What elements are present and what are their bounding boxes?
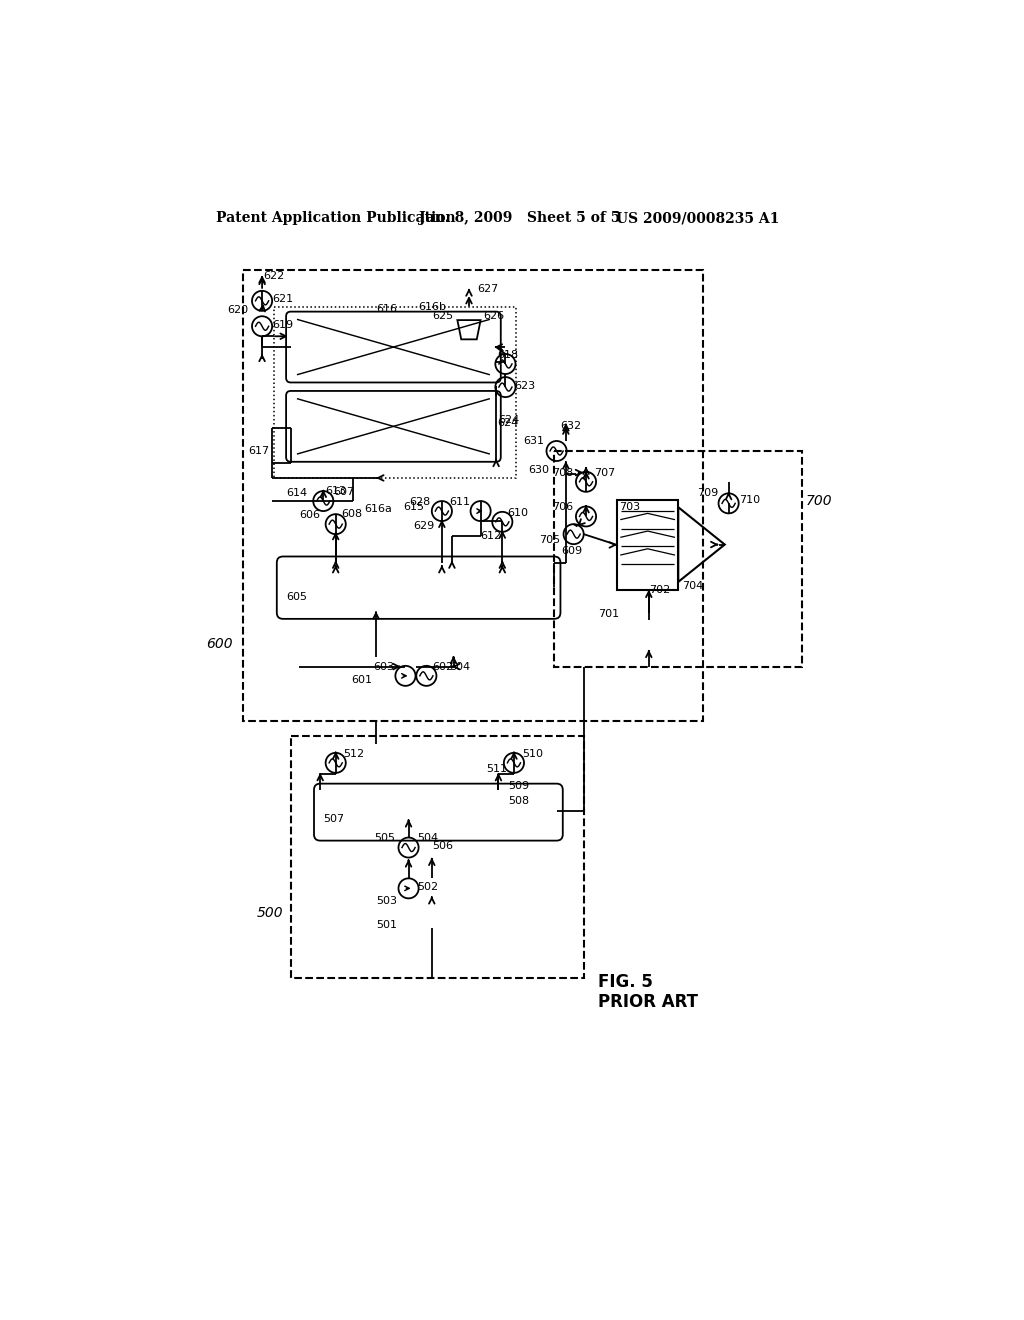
Text: 510: 510 — [521, 748, 543, 759]
Text: 710: 710 — [738, 495, 760, 504]
Text: PRIOR ART: PRIOR ART — [598, 993, 698, 1011]
Text: 627: 627 — [477, 284, 498, 294]
Text: 616: 616 — [376, 304, 397, 314]
Text: 613: 613 — [326, 486, 347, 496]
Text: 620: 620 — [227, 305, 248, 315]
Text: 501: 501 — [376, 920, 397, 929]
Text: US 2009/0008235 A1: US 2009/0008235 A1 — [616, 211, 779, 226]
Text: 505: 505 — [375, 833, 395, 843]
Text: 708: 708 — [552, 467, 573, 478]
Text: 704: 704 — [682, 581, 703, 591]
Text: 622: 622 — [263, 271, 284, 281]
Text: 616a: 616a — [365, 504, 392, 513]
Text: 610: 610 — [508, 508, 528, 517]
Text: 705: 705 — [540, 536, 560, 545]
Text: 624: 624 — [498, 417, 519, 428]
Text: 702: 702 — [649, 585, 670, 594]
Text: 630: 630 — [527, 465, 549, 475]
Text: Patent Application Publication: Patent Application Publication — [216, 211, 456, 226]
Text: 604: 604 — [450, 661, 471, 672]
Text: 605: 605 — [286, 593, 307, 602]
Text: 611: 611 — [449, 496, 470, 507]
Text: 629: 629 — [413, 521, 434, 532]
Text: 706: 706 — [553, 502, 573, 512]
Text: 503: 503 — [376, 896, 397, 907]
Text: 502: 502 — [417, 882, 438, 892]
Text: 603: 603 — [373, 661, 394, 672]
Text: 703: 703 — [620, 502, 640, 512]
Text: FIG. 5: FIG. 5 — [598, 973, 653, 991]
Text: 607: 607 — [334, 487, 354, 496]
Text: 621: 621 — [272, 294, 293, 305]
Text: 509: 509 — [508, 781, 528, 791]
Text: 504: 504 — [417, 833, 438, 843]
Text: 507: 507 — [324, 814, 344, 824]
Text: 500: 500 — [256, 906, 283, 920]
Text: 618: 618 — [498, 350, 519, 360]
Text: 624: 624 — [499, 416, 520, 425]
Text: 623: 623 — [514, 380, 536, 391]
Text: 707: 707 — [595, 467, 615, 478]
Text: 606: 606 — [299, 510, 321, 520]
Text: 508: 508 — [508, 796, 528, 807]
Text: 511: 511 — [486, 764, 507, 774]
Text: 512: 512 — [343, 748, 365, 759]
Text: 701: 701 — [598, 610, 620, 619]
Text: 628: 628 — [409, 496, 430, 507]
Text: 506: 506 — [432, 841, 453, 851]
Text: 632: 632 — [560, 421, 582, 432]
Text: 612: 612 — [480, 531, 502, 541]
Text: 616b: 616b — [419, 302, 446, 312]
Text: 608: 608 — [341, 510, 362, 519]
Text: 625: 625 — [432, 312, 454, 321]
Text: 617: 617 — [249, 446, 270, 455]
Text: 619: 619 — [272, 319, 293, 330]
Text: 600: 600 — [206, 636, 232, 651]
Text: 602: 602 — [432, 661, 453, 672]
Text: 601: 601 — [351, 676, 372, 685]
Text: 615: 615 — [403, 502, 424, 512]
Text: 626: 626 — [483, 312, 504, 321]
Text: 709: 709 — [697, 488, 719, 499]
Text: 614: 614 — [287, 488, 308, 499]
Text: 700: 700 — [806, 494, 833, 508]
Text: 631: 631 — [523, 436, 544, 446]
Text: 609: 609 — [561, 546, 583, 556]
Text: Jan. 8, 2009   Sheet 5 of 5: Jan. 8, 2009 Sheet 5 of 5 — [419, 211, 620, 226]
